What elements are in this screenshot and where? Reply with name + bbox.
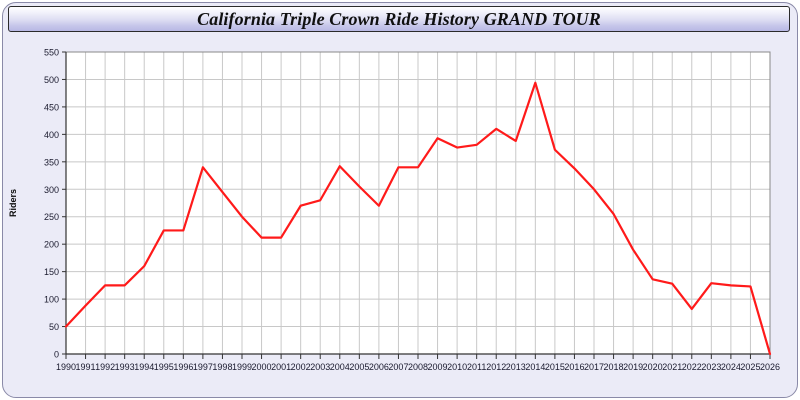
- x-axis-tick-label: 2015: [545, 362, 565, 372]
- y-axis-tick-label: 150: [44, 267, 59, 277]
- y-axis: 0 50 100 150 200 250 300 350 400 450 500 550: [44, 48, 67, 360]
- x-axis-tick-label: 1990: [56, 362, 76, 372]
- y-axis-tick-label: 200: [44, 240, 59, 250]
- x-axis-tick-label: 2013: [506, 362, 526, 372]
- page-title: California Triple Crown Ride History GRA…: [197, 8, 601, 29]
- x-axis-tick-label: 2002: [291, 362, 311, 372]
- x-axis-tick-label: 2021: [662, 362, 682, 372]
- x-axis-tick-label: 1999: [232, 362, 252, 372]
- y-axis-tick-label: 550: [44, 48, 59, 58]
- chart-area: 0 50 100 150 200 250 300 350 400 450 500 550 Riders 1…: [0, 34, 800, 398]
- title-bar: California Triple Crown Ride History GRA…: [8, 6, 790, 32]
- x-axis-tick-label: 1996: [173, 362, 193, 372]
- y-axis-tick-label: 50: [49, 322, 59, 332]
- y-axis-tick-label: 500: [44, 75, 59, 85]
- x-axis-tick-label: 2010: [447, 362, 467, 372]
- y-axis-tick-label: 250: [44, 212, 59, 222]
- y-axis-tick-label: 400: [44, 130, 59, 140]
- data-series-line: [64, 81, 772, 356]
- x-axis-tick-label: 2024: [721, 362, 741, 372]
- vertical-gridlines: [65, 52, 771, 354]
- x-axis-tick-label: 2006: [369, 362, 389, 372]
- x-axis-tick-label: 2019: [623, 362, 643, 372]
- x-axis: 1990 1991 1992 1993 1994 1995 1996 1997 1998 1999…: [56, 353, 780, 372]
- x-axis-tick-label: 1994: [134, 362, 154, 372]
- x-axis-tick-label: 2016: [564, 362, 584, 372]
- x-axis-tick-label: 2014: [525, 362, 545, 372]
- x-axis-tick-label: 2017: [584, 362, 604, 372]
- x-axis-tick-label: 1998: [212, 362, 232, 372]
- x-axis-tick-label: 1992: [95, 362, 115, 372]
- x-axis-tick-label: 1991: [76, 362, 96, 372]
- x-axis-tick-label: 2026: [760, 362, 780, 372]
- x-axis-tick-label: 2020: [643, 362, 663, 372]
- x-axis-tick-label: 1993: [115, 362, 135, 372]
- x-axis-tick-label: 2012: [486, 362, 506, 372]
- x-axis-tick-label: 2018: [604, 362, 624, 372]
- x-axis-tick-label: 2008: [408, 362, 428, 372]
- line-chart: 0 50 100 150 200 250 300 350 400 450 500 550 Riders 1…: [8, 48, 780, 373]
- x-axis-tick-label: 1997: [193, 362, 213, 372]
- y-axis-tick-label: 350: [44, 157, 59, 167]
- y-axis-tick-label: 300: [44, 185, 59, 195]
- y-axis-label: Riders: [8, 189, 18, 217]
- x-axis-tick-label: 2001: [271, 362, 291, 372]
- x-axis-tick-label: 2004: [330, 362, 350, 372]
- x-axis-tick-label: 2000: [252, 362, 272, 372]
- y-axis-tick-label: 0: [54, 350, 59, 360]
- x-axis-tick-label: 2005: [349, 362, 369, 372]
- x-axis-tick-label: 2023: [701, 362, 721, 372]
- x-axis-tick-label: 2009: [428, 362, 448, 372]
- x-axis-tick-label: 2011: [467, 362, 486, 372]
- x-axis-tick-label: 1995: [154, 362, 174, 372]
- y-axis-tick-label: 450: [44, 102, 59, 112]
- x-axis-tick-label: 2003: [310, 362, 330, 372]
- x-axis-tick-label: 2007: [388, 362, 408, 372]
- x-axis-tick-label: 2025: [740, 362, 760, 372]
- y-axis-tick-label: 100: [44, 295, 59, 305]
- x-axis-tick-label: 2022: [682, 362, 702, 372]
